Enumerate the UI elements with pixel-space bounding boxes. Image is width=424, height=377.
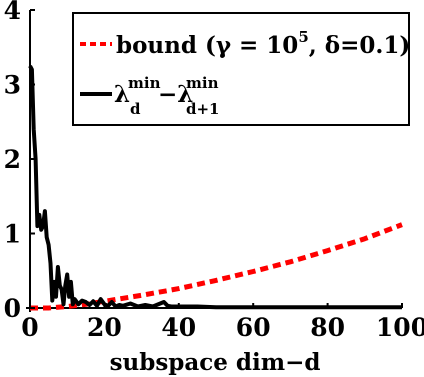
legend-bound-sup: 5 <box>298 28 308 46</box>
x-tick-label: 100 <box>376 313 424 342</box>
x-tick-label: 80 <box>310 313 345 342</box>
series-line-eigengap <box>28 64 402 310</box>
legend-label-gap-lambda1: λ <box>114 81 130 108</box>
legend-box <box>72 12 410 126</box>
x-axis-label: subspace dim−d <box>110 349 321 376</box>
x-tick-label: 0 <box>21 313 38 342</box>
legend-bound-text: bound (γ = 10 <box>116 32 298 59</box>
x-tick-label: 40 <box>161 313 196 342</box>
y-tick-label: 3 <box>4 71 21 100</box>
legend-label-bound: bound (γ = 105, δ=0.1) <box>116 28 410 59</box>
legend-label-gap-sup1: min <box>128 74 161 92</box>
series-line-bound <box>30 222 403 311</box>
legend: bound (γ = 105, δ=0.1) λ min d −λ min d+… <box>72 12 410 126</box>
legend-label-gap-sup2: min <box>186 74 219 92</box>
y-tick-label: 1 <box>4 220 21 249</box>
x-tick-label: 60 <box>236 313 271 342</box>
legend-label-gap-sub2: d+1 <box>186 100 220 118</box>
legend-label-gap-minus-lambda2: −λ <box>158 81 193 108</box>
x-tick-label: 20 <box>87 313 122 342</box>
ticks-layer: 0 20 40 60 80 100 0 1 2 3 4 <box>4 0 424 342</box>
legend-bound-post: , δ=0.1) <box>309 32 411 59</box>
y-tick-label: 2 <box>4 145 21 174</box>
y-tick-label: 0 <box>4 294 21 323</box>
legend-label-gap-sub1: d <box>130 100 141 118</box>
series-layer <box>28 64 403 311</box>
y-tick-label: 4 <box>4 0 21 25</box>
